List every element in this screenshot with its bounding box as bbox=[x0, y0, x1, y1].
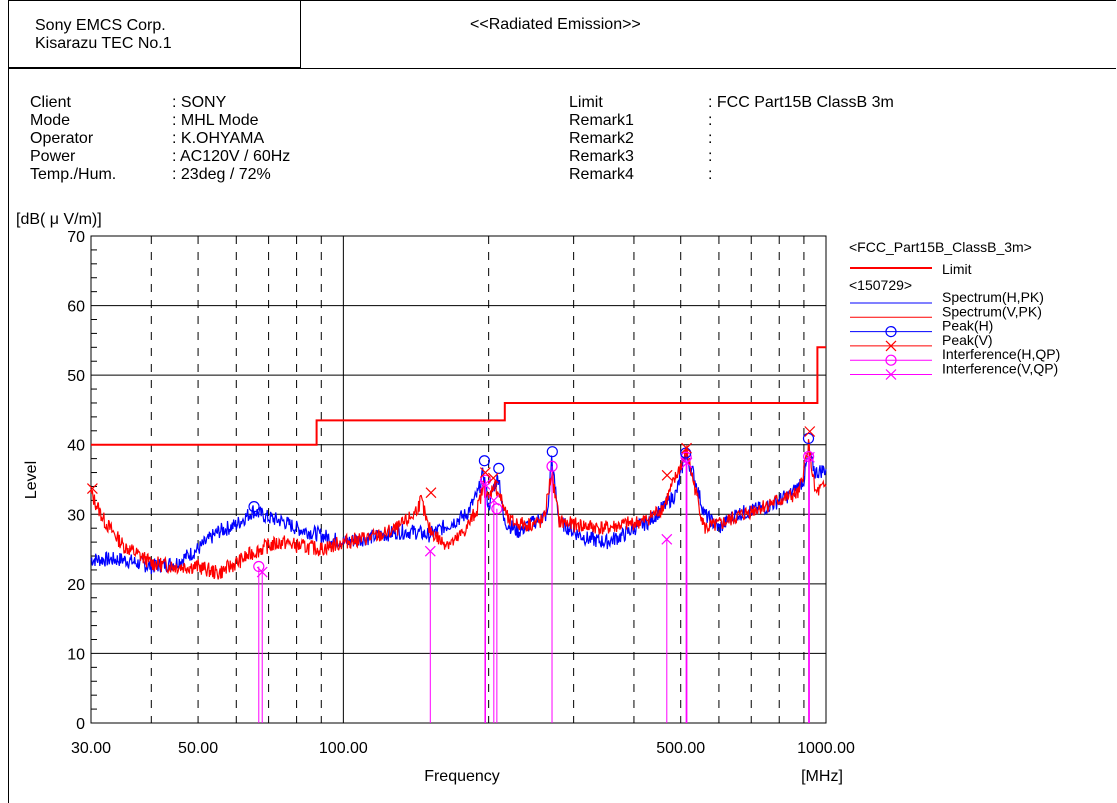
x-tick-label: 100.00 bbox=[319, 740, 368, 757]
y-axis-label: Level bbox=[23, 461, 40, 499]
x-tick-label: 30.00 bbox=[71, 740, 111, 757]
peak-h-marker bbox=[249, 502, 259, 512]
peak-h-marker bbox=[494, 463, 504, 473]
legend-entry-label: Interference(V,QP) bbox=[942, 361, 1058, 377]
x-tick-label: 500.00 bbox=[656, 740, 705, 757]
legend-group-title: <150729> bbox=[849, 277, 912, 293]
y-tick-label: 60 bbox=[67, 299, 85, 316]
peak-v-marker bbox=[662, 470, 672, 480]
y-tick-label: 0 bbox=[76, 716, 85, 733]
peak-v-marker bbox=[805, 426, 815, 436]
y-tick-label: 70 bbox=[67, 229, 85, 246]
peak-h-marker bbox=[479, 456, 489, 466]
x-axis-label: Frequency bbox=[424, 768, 500, 785]
y-tick-label: 20 bbox=[67, 577, 85, 594]
y-tick-label: 30 bbox=[67, 507, 85, 524]
peak-h-marker bbox=[547, 447, 557, 457]
plot-area-border bbox=[91, 236, 826, 723]
legend-entry-label: Limit bbox=[942, 261, 972, 277]
x-axis-unit: [MHz] bbox=[801, 768, 843, 785]
y-tick-label: 50 bbox=[67, 368, 85, 385]
y-tick-label: 10 bbox=[67, 646, 85, 663]
x-tick-label: 1000.00 bbox=[797, 740, 855, 757]
peak-v-marker bbox=[426, 488, 436, 498]
x-tick-label: 50.00 bbox=[178, 740, 218, 757]
legend-group-title: <FCC_Part15B_ClassB_3m> bbox=[849, 239, 1032, 255]
series-spectrum-v-line bbox=[91, 439, 826, 579]
y-axis-unit: [dB( μ V/m)] bbox=[16, 211, 102, 228]
series-limit-line bbox=[91, 347, 826, 444]
y-tick-label: 40 bbox=[67, 438, 85, 455]
series-spectrum-h-line bbox=[91, 447, 826, 574]
